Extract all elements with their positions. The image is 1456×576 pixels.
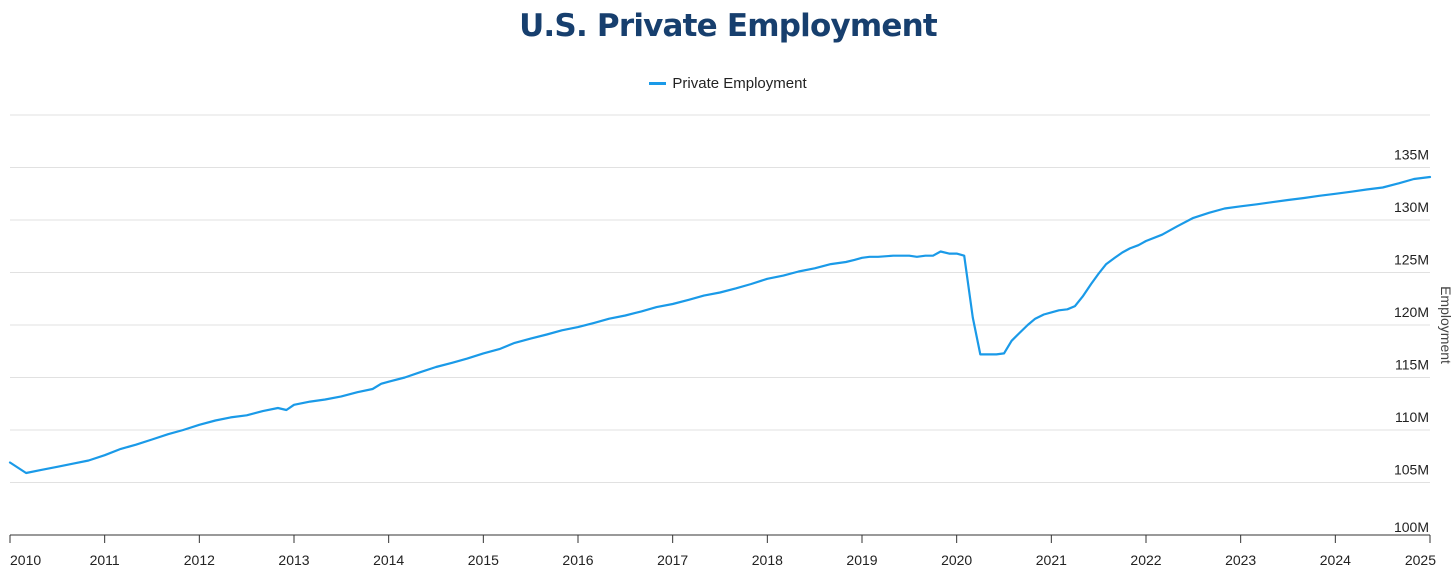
y-tick-label: 110M xyxy=(1395,409,1429,425)
y-tick-label: 105M xyxy=(1394,462,1429,478)
y-axis-title: Employment xyxy=(1438,286,1454,364)
x-tick-label: 2012 xyxy=(184,552,215,568)
y-tick-label: 125M xyxy=(1394,252,1429,268)
x-tick-label: 2021 xyxy=(1036,552,1067,568)
x-tick-label: 2015 xyxy=(468,552,499,568)
legend-label: Private Employment xyxy=(672,75,807,92)
x-tick-label: 2010 xyxy=(10,552,41,568)
x-tick-label: 2014 xyxy=(373,552,404,568)
gridlines xyxy=(10,114,1430,483)
x-tick-label: 2013 xyxy=(278,552,309,568)
x-tick-label: 2016 xyxy=(562,552,593,568)
x-tick-label: 2019 xyxy=(846,552,877,568)
legend: Private Employment xyxy=(0,75,1456,92)
y-tick-label: 100M xyxy=(1394,519,1429,535)
x-tick-label: 2017 xyxy=(657,552,688,568)
legend-swatch xyxy=(649,81,667,85)
y-tick-label: 130M xyxy=(1394,199,1429,215)
x-tick-label: 2025 xyxy=(1405,552,1436,568)
x-tick-label: 2023 xyxy=(1225,552,1256,568)
series-line-private-employment xyxy=(8,175,1432,475)
x-tick-label: 2018 xyxy=(752,552,783,568)
y-axis-ticks: 105M 110M 115M 120M 125M 130M 135M 100M xyxy=(1394,147,1429,536)
y-tick-label: 120M xyxy=(1394,304,1429,320)
x-tick-label: 2020 xyxy=(941,552,972,568)
x-tick-label: 2022 xyxy=(1130,552,1161,568)
y-tick-label: 135M xyxy=(1394,147,1429,163)
chart-title: U.S. Private Employment xyxy=(519,8,938,44)
x-tick-label: 2024 xyxy=(1320,552,1351,568)
y-tick-label: 115M xyxy=(1395,357,1429,373)
x-axis: 2010 2011 2012 2013 2014 2015 2016 2017 2018 2019… xyxy=(9,534,1436,568)
x-tick-label: 2011 xyxy=(90,552,120,568)
series-layer xyxy=(8,175,1432,475)
